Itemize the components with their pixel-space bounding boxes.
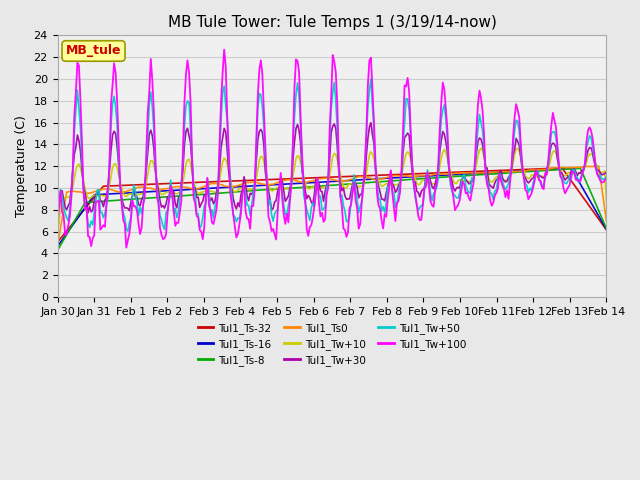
- Title: MB Tule Tower: Tule Temps 1 (3/19/14-now): MB Tule Tower: Tule Temps 1 (3/19/14-now…: [168, 15, 497, 30]
- Text: MB_tule: MB_tule: [66, 45, 121, 58]
- Legend: Tul1_Ts-32, Tul1_Ts-16, Tul1_Ts-8, Tul1_Ts0, Tul1_Tw+10, Tul1_Tw+30, Tul1_Tw+50,: Tul1_Ts-32, Tul1_Ts-16, Tul1_Ts-8, Tul1_…: [193, 319, 470, 370]
- Y-axis label: Temperature (C): Temperature (C): [15, 115, 28, 217]
